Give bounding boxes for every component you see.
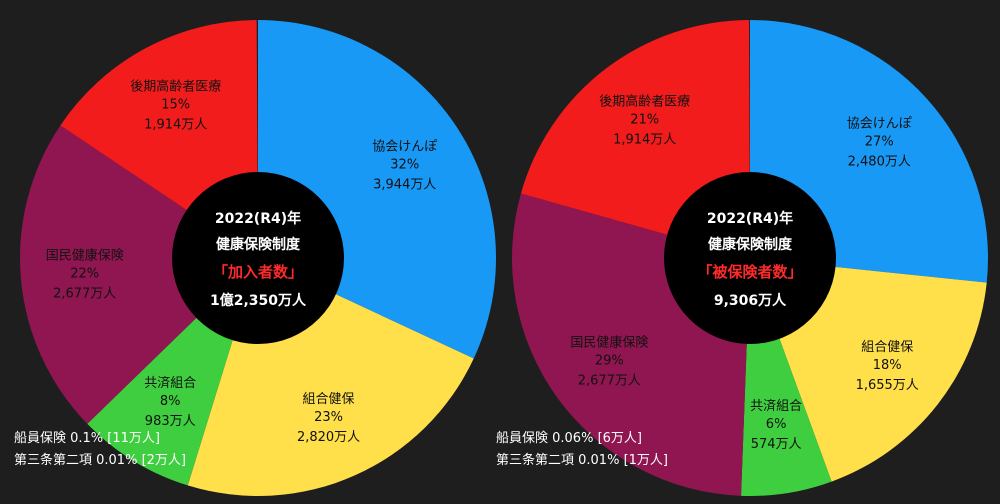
left-note-article3: 第三条第二項 0.01% [2万人] [14, 453, 186, 468]
left-label-kyosai-kumiai-percent: 8% [160, 394, 181, 409]
left-center-title: 健康保険制度 [216, 236, 301, 253]
right-center-total: 9,306万人 [714, 292, 787, 309]
right-note-article3: 第三条第二項 0.01% [1万人] [496, 453, 668, 468]
left-label-kumiai-kenpo-name: 組合健保 [303, 392, 355, 407]
right-label-kokumin-kenko-hoken-name: 国民健康保険 [570, 334, 648, 350]
left-label-kyosai-kumiai-value: 983万人 [145, 414, 196, 429]
left-label-kyokai-kenpo-percent: 32% [390, 157, 419, 172]
right-label-kyosai-kumiai-name: 共済組合 [750, 398, 802, 414]
right-label-koki-koreisha-value: 1,914万人 [613, 132, 676, 147]
left-label-kyosai-kumiai-name: 共済組合 [144, 375, 196, 391]
left-notes: 船員保険 0.1% [11万人] 第三条第二項 0.01% [2万人] [14, 428, 186, 472]
right-label-kokumin-kenko-hoken-percent: 29% [595, 353, 624, 368]
left-label-koki-koreisha-percent: 15% [161, 98, 190, 113]
left-label-kokumin-kenko-hoken-name: 国民健康保険 [46, 248, 124, 264]
left-label-kumiai-kenpo-value: 2,820万人 [297, 430, 360, 445]
right-note-seaman: 船員保険 0.06% [6万人] [496, 431, 642, 446]
right-center-year: 2022(R4)年 [707, 210, 793, 227]
right-label-kumiai-kenpo-percent: 18% [873, 358, 902, 373]
right-label-kyokai-kenpo-name: 協会けんぽ [847, 117, 912, 132]
right-label-koki-koreisha-name: 後期高齢者医療 [599, 93, 690, 109]
right-label-kumiai-kenpo-value: 1,655万人 [856, 378, 919, 393]
right-label-kumiai-kenpo-name: 組合健保 [861, 340, 913, 355]
right-label-kyosai-kumiai-percent: 6% [766, 417, 787, 432]
left-center-year: 2022(R4)年 [215, 210, 301, 227]
left-label-kyokai-kenpo-value: 3,944万人 [373, 177, 436, 192]
left-slice-kokumin-kenko-hoken [19, 125, 258, 424]
right-label-kokumin-kenko-hoken-value: 2,677万人 [578, 373, 641, 388]
left-label-kumiai-kenpo-percent: 23% [314, 410, 343, 425]
left-center-subtitle: 「加入者数」 [213, 263, 303, 281]
left-note-seaman: 船員保険 0.1% [11万人] [14, 431, 160, 446]
left-label-koki-koreisha-name: 後期高齢者医療 [130, 79, 221, 95]
right-label-koki-koreisha-percent: 21% [630, 112, 659, 127]
right-center-title: 健康保険制度 [708, 236, 793, 253]
right-label-kyokai-kenpo-value: 2,480万人 [848, 155, 911, 170]
left-center-circle [172, 172, 344, 344]
left-label-kokumin-kenko-hoken-value: 2,677万人 [53, 287, 116, 302]
left-center-total: 1億2,350万人 [210, 292, 307, 309]
right-center-circle [664, 172, 836, 344]
right-label-kyokai-kenpo-percent: 27% [865, 135, 894, 150]
right-notes: 船員保険 0.06% [6万人] 第三条第二項 0.01% [1万人] [496, 428, 668, 472]
left-label-kokumin-kenko-hoken-percent: 22% [70, 267, 99, 282]
left-label-koki-koreisha-value: 1,914万人 [144, 118, 207, 133]
left-label-kyokai-kenpo-name: 協会けんぽ [372, 139, 437, 154]
right-label-kyosai-kumiai-value: 574万人 [751, 437, 802, 452]
right-center-subtitle: 「被保険者数」 [697, 263, 802, 281]
